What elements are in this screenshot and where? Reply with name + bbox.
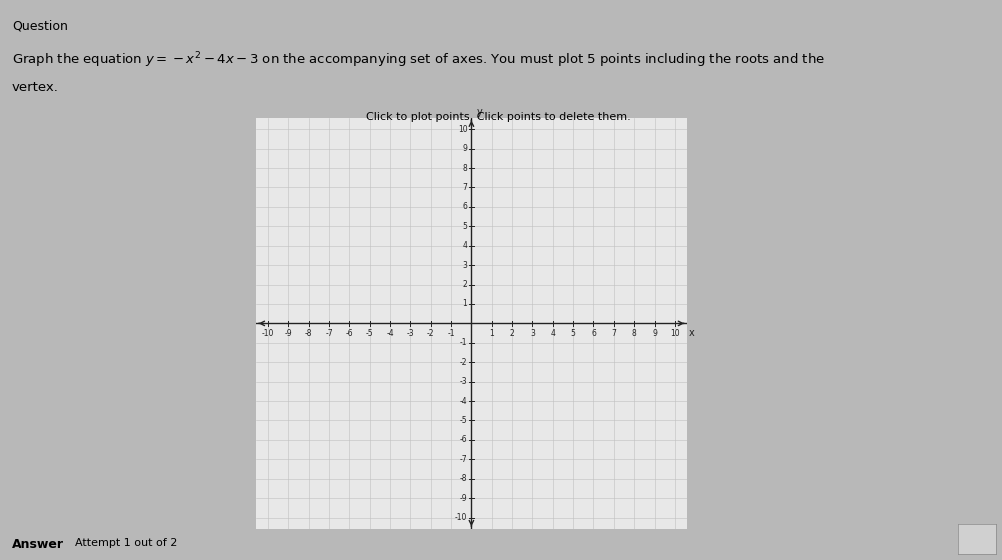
Text: 9: 9 (651, 329, 656, 338)
Text: 4: 4 (462, 241, 467, 250)
Text: Graph the equation $y = -x^2 - 4x - 3$ on the accompanying set of axes. You must: Graph the equation $y = -x^2 - 4x - 3$ o… (12, 50, 825, 70)
Text: -1: -1 (459, 338, 467, 347)
Text: -4: -4 (386, 329, 394, 338)
Text: 10: 10 (669, 329, 679, 338)
Text: -2: -2 (427, 329, 434, 338)
Text: 8: 8 (462, 164, 467, 172)
Text: 6: 6 (462, 202, 467, 212)
Text: 6: 6 (590, 329, 595, 338)
Text: 2: 2 (509, 329, 514, 338)
Text: 5: 5 (462, 222, 467, 231)
Text: -9: -9 (285, 329, 292, 338)
Text: -3: -3 (459, 377, 467, 386)
Text: 7: 7 (462, 183, 467, 192)
Text: Click to plot points. Click points to delete them.: Click to plot points. Click points to de… (366, 112, 630, 122)
Text: Attempt 1 out of 2: Attempt 1 out of 2 (75, 538, 177, 548)
Text: -3: -3 (406, 329, 414, 338)
Text: -9: -9 (459, 493, 467, 503)
Text: 2: 2 (462, 280, 467, 289)
Text: 8: 8 (631, 329, 636, 338)
Text: 1: 1 (462, 300, 467, 309)
Text: x: x (688, 328, 694, 338)
Text: y: y (476, 106, 482, 116)
Text: 7: 7 (611, 329, 615, 338)
Text: -6: -6 (346, 329, 353, 338)
Text: -2: -2 (459, 358, 467, 367)
Text: Answer: Answer (12, 538, 64, 550)
Text: 5: 5 (570, 329, 575, 338)
Text: 10: 10 (457, 125, 467, 134)
Text: -1: -1 (447, 329, 454, 338)
Text: Question: Question (12, 20, 68, 32)
Text: -7: -7 (325, 329, 333, 338)
Text: -5: -5 (366, 329, 373, 338)
Text: -7: -7 (459, 455, 467, 464)
Text: -10: -10 (262, 329, 274, 338)
Text: -6: -6 (459, 435, 467, 445)
Text: 4: 4 (550, 329, 555, 338)
Text: 3: 3 (462, 260, 467, 270)
Text: -8: -8 (305, 329, 312, 338)
Text: 1: 1 (489, 329, 494, 338)
Text: 3: 3 (529, 329, 534, 338)
Text: -4: -4 (459, 396, 467, 405)
Text: -10: -10 (455, 513, 467, 522)
Text: -8: -8 (459, 474, 467, 483)
Text: 9: 9 (462, 144, 467, 153)
Text: vertex.: vertex. (12, 81, 59, 94)
Text: -5: -5 (459, 416, 467, 425)
